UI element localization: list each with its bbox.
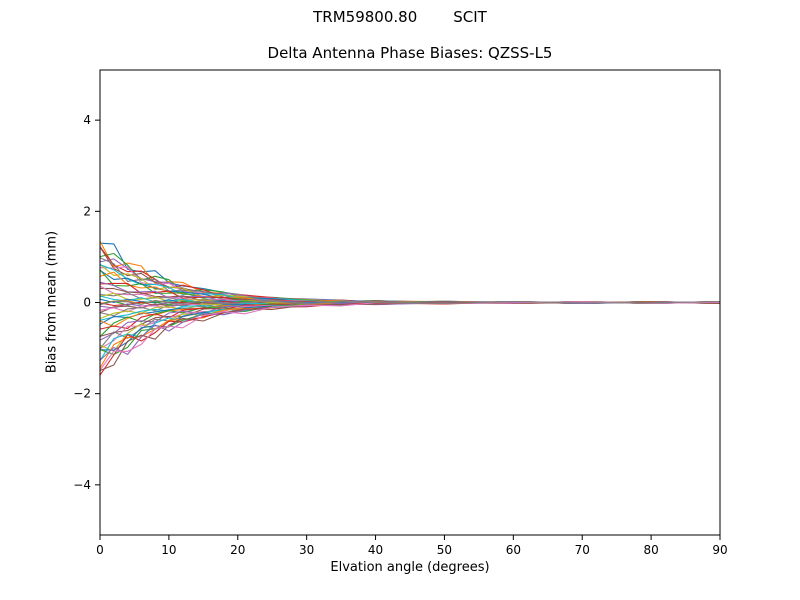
- antenna-type-label: TRM59800.80: [313, 8, 418, 26]
- x-tick-label: 0: [96, 543, 104, 557]
- x-tick-label: 60: [506, 543, 521, 557]
- x-tick-label: 40: [368, 543, 383, 557]
- x-tick-label: 80: [643, 543, 658, 557]
- axes-title: Delta Antenna Phase Biases: QZSS-L5: [267, 44, 553, 62]
- series-line: [99, 301, 721, 369]
- series-line: [99, 300, 721, 306]
- x-tick-label: 10: [161, 543, 176, 557]
- x-tick-label: 30: [299, 543, 314, 557]
- x-tick-label: 70: [575, 543, 590, 557]
- dome-code-label: SCIT: [453, 8, 487, 26]
- series-line: [99, 301, 721, 371]
- y-tick-label: 0: [83, 296, 91, 310]
- series-line: [99, 301, 721, 341]
- x-axis-label: Elvation angle (degrees): [330, 560, 490, 575]
- y-tick-label: −2: [73, 387, 91, 401]
- x-tick-label: 20: [230, 543, 245, 557]
- figure-suptitle: TRM59800.80 SCIT: [0, 8, 800, 26]
- y-tick-label: −4: [73, 478, 91, 492]
- y-tick-label: 4: [83, 113, 91, 127]
- y-tick-label: 2: [83, 204, 91, 218]
- x-tick-label: 50: [437, 543, 452, 557]
- x-tick-label: 90: [712, 543, 727, 557]
- y-axis-label: Bias from mean (mm): [44, 230, 60, 374]
